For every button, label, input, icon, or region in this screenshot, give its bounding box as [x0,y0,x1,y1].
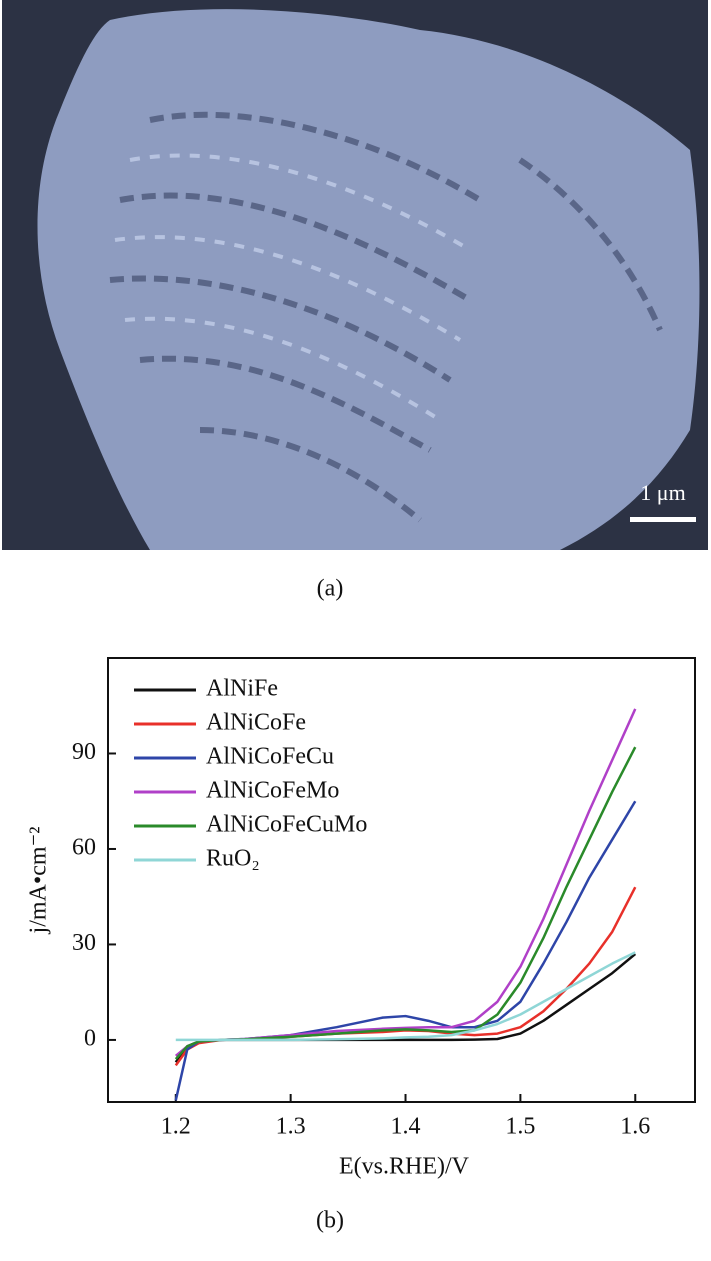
series-line [174,953,637,1063]
caption-b: (b) [316,1208,344,1234]
sem-image: 1 μm [2,0,708,550]
y-tick-label: 30 [72,930,96,956]
caption-a: (a) [317,576,344,602]
x-tick-label: 1.2 [161,1114,191,1140]
legend-label: RuO₂ [206,846,260,872]
legend-label: AlNiCoFeCuMo [206,812,367,838]
x-tick-label: 1.6 [620,1114,650,1140]
series-line [175,951,636,1042]
y-axis-label: j/mA•cm⁻² [26,827,52,935]
x-tick-label: 1.5 [505,1114,535,1140]
legend-label: AlNiCoFeMo [206,778,339,804]
legend-label: AlNiFe [206,676,278,702]
y-tick-label: 0 [84,1025,96,1051]
x-axis-label: E(vs.RHE)/V [339,1154,470,1180]
x-tick-label: 1.4 [391,1114,421,1140]
scale-bar-label: 1 μm [640,480,685,505]
x-tick-label: 1.3 [276,1114,306,1140]
y-tick-label: 90 [72,739,96,765]
plot-frame [107,657,696,1103]
y-tick-label: 60 [72,834,96,860]
legend-label: AlNiCoFe [206,710,306,736]
legend-label: AlNiCoFeCu [206,744,334,770]
